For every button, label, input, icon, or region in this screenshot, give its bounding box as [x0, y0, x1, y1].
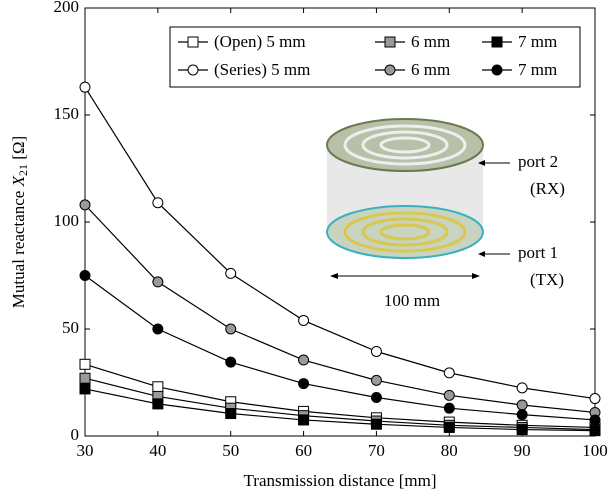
x-tick-label: 50: [222, 441, 239, 460]
legend-box: [169, 26, 581, 88]
marker: [298, 414, 310, 426]
y-tick-label: 150: [54, 104, 80, 123]
marker: [370, 391, 382, 403]
marker: [225, 323, 237, 335]
x-tick-label: 40: [149, 441, 166, 460]
marker: [79, 372, 91, 384]
legend-label: 6 mm: [411, 32, 450, 51]
x-tick-label: 60: [295, 441, 312, 460]
coil-rx-turn: [343, 124, 467, 166]
marker: [443, 389, 455, 401]
x-tick-label: 80: [441, 441, 458, 460]
marker: [79, 358, 91, 370]
legend-marker: [491, 36, 503, 48]
x-tick-label: 30: [77, 441, 94, 460]
annotation: port 1: [518, 243, 558, 262]
marker: [152, 398, 164, 410]
marker: [516, 424, 528, 436]
legend-label: 7 mm: [518, 60, 557, 79]
marker: [79, 270, 91, 281]
marker: [370, 345, 382, 357]
marker: [516, 382, 528, 394]
arrow-head: [478, 160, 485, 166]
x-axis-label: Transmission distance [mm]: [244, 471, 437, 490]
y-tick-label: 200: [54, 0, 80, 16]
series-line: [84, 388, 596, 432]
marker: [370, 418, 382, 430]
marker: [225, 356, 237, 368]
coil-rx-turn: [379, 136, 431, 154]
coil-tx-turn: [361, 217, 449, 247]
y-label-subscript: 21: [16, 164, 30, 176]
marker: [443, 367, 455, 379]
x-tick-label: 100: [582, 441, 608, 460]
legend-label: 7 mm: [518, 32, 557, 51]
marker: [298, 314, 310, 326]
marker: [589, 425, 601, 437]
marker: [152, 276, 164, 288]
marker: [225, 267, 237, 279]
coil-tx-turn: [343, 211, 467, 253]
series-line: [84, 275, 596, 421]
y-label-text: Mutual reactance: [9, 191, 28, 309]
series-line: [84, 377, 596, 431]
annotation: (TX): [530, 270, 564, 289]
marker: [152, 323, 164, 335]
legend-label: (Series) 5 mm: [214, 60, 310, 79]
marker: [298, 378, 310, 390]
marker: [589, 393, 601, 405]
annotation: (RX): [530, 179, 565, 198]
arrow-head: [330, 273, 338, 279]
marker: [516, 409, 528, 421]
marker: [370, 374, 382, 386]
series-line: [84, 86, 596, 400]
marker: [443, 421, 455, 433]
y-tick-label: 100: [54, 211, 80, 230]
arrow-head: [478, 251, 485, 257]
coil-rx-turn: [361, 130, 449, 160]
legend-marker: [384, 64, 396, 76]
legend-marker: [187, 64, 199, 76]
x-tick-label: 90: [514, 441, 531, 460]
legend-label: 6 mm: [411, 60, 450, 79]
y-tick-label: 50: [62, 318, 79, 337]
marker: [516, 399, 528, 411]
y-tick-label: 0: [71, 425, 80, 444]
x-tick-label: 70: [368, 441, 385, 460]
series-line: [84, 363, 596, 429]
legend-marker: [384, 36, 396, 48]
arrow-head: [472, 273, 480, 279]
marker: [589, 414, 601, 426]
marker: [152, 197, 164, 209]
y-label-symbol: X: [9, 175, 28, 187]
legend-label: (Open) 5 mm: [214, 32, 306, 51]
marker: [225, 408, 237, 420]
y-axis-label: Mutual reactance X21 [Ω]: [9, 136, 32, 308]
annotation: 100 mm: [384, 291, 440, 310]
annotation: port 2: [518, 152, 558, 171]
marker: [79, 383, 91, 395]
marker: [298, 354, 310, 366]
coil-tx-turn: [379, 223, 431, 241]
marker: [79, 81, 91, 93]
marker: [79, 199, 91, 211]
marker: [443, 402, 455, 414]
legend-marker: [187, 36, 199, 48]
inset-illustration: port 2 (RX) port 1 (TX) 100 mm: [326, 118, 565, 310]
y-label-unit: [Ω]: [9, 136, 28, 160]
series-line: [84, 204, 596, 414]
marker: [152, 381, 164, 393]
legend-marker: [491, 64, 503, 76]
